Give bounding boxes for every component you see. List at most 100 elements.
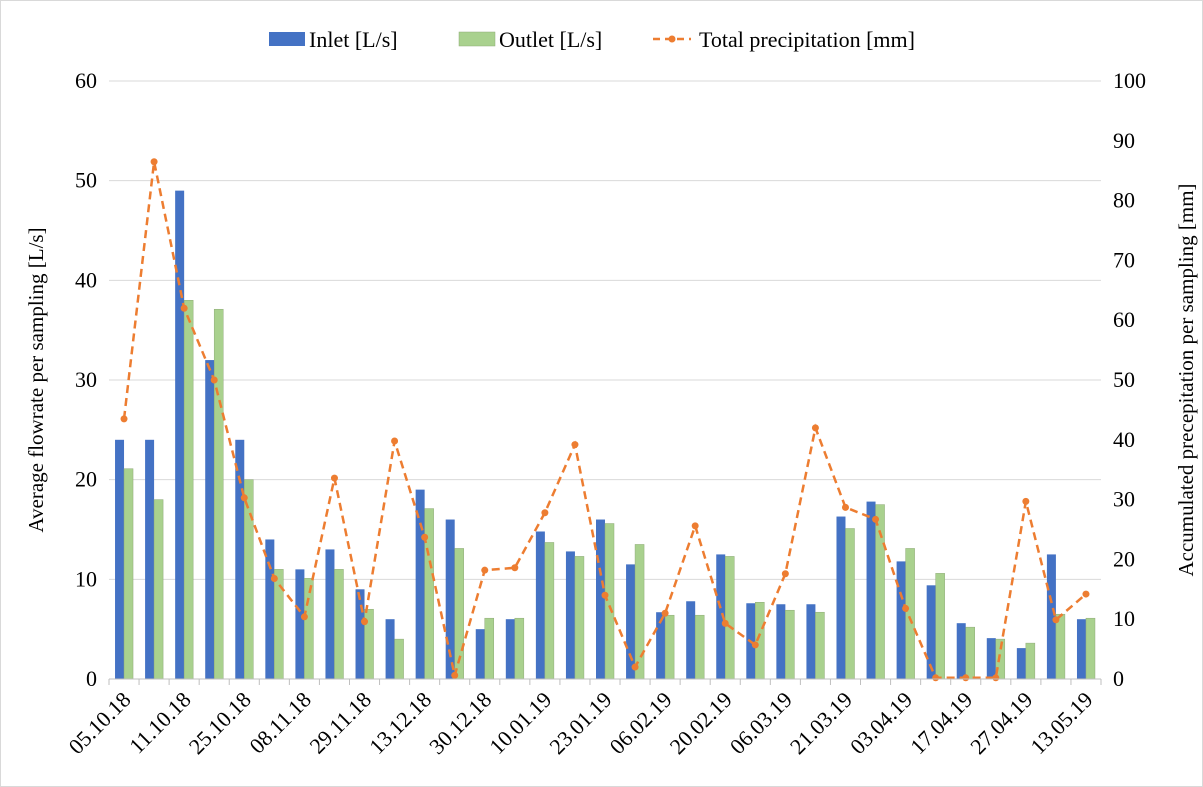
inlet-bar (926, 585, 936, 679)
x-tick-label: 10.01.19 (484, 687, 556, 759)
precipitation-point (721, 619, 729, 627)
legend: Inlet [L/s] Outlet [L/s] Total precipitati… (269, 27, 915, 52)
inlet-bar (686, 601, 696, 679)
outlet-bar (724, 556, 735, 680)
outlet-bar (634, 544, 645, 680)
precipitation-point (330, 474, 338, 482)
precipitation-point (781, 570, 789, 578)
gridlines (109, 80, 1101, 580)
y-left-tick-label: 30 (75, 367, 97, 392)
y-right-tick-label: 30 (1113, 487, 1135, 512)
legend-label-outlet: Outlet [L/s] (499, 27, 602, 52)
y-left-tick-label: 50 (75, 168, 97, 193)
outlet-bar (394, 638, 404, 680)
precipitation-point (691, 522, 699, 530)
x-tick-label: 03.04.19 (845, 687, 917, 759)
x-tick-label: 30.12.18 (424, 687, 496, 759)
outlet-bar (604, 523, 615, 680)
precipitation-point (811, 424, 819, 432)
legend-swatch-inlet (269, 32, 305, 46)
precipitation-point (120, 415, 128, 423)
legend-label-inlet: Inlet [L/s] (309, 27, 398, 52)
inlet-bar (205, 360, 215, 679)
outlet-bar (935, 573, 945, 680)
precipitation-point (631, 663, 639, 671)
outlet-bar (123, 468, 134, 680)
y-right-tick-label: 50 (1113, 367, 1135, 392)
inlet-bar (896, 561, 906, 679)
inlet-bar (535, 531, 545, 679)
y-right-tick-label: 60 (1113, 307, 1135, 332)
precipitation-point (872, 515, 880, 523)
inlet-bar (806, 604, 816, 679)
outlet-bar (845, 528, 855, 680)
outlet-bar (304, 578, 314, 680)
inlet-bar (866, 501, 876, 679)
outlet-bar (574, 556, 585, 680)
precipitation-point (150, 158, 158, 166)
x-tick-label: 23.01.19 (544, 687, 616, 759)
inlet-bar (716, 554, 726, 679)
legend-swatch-outlet (458, 31, 496, 47)
precipitation-point (932, 674, 940, 682)
outlet-bar (965, 626, 975, 680)
y-right-tick-label: 40 (1113, 427, 1135, 452)
inlet-bar (776, 604, 786, 679)
precipitation-point (361, 618, 369, 626)
y-right-tick-label: 80 (1113, 188, 1135, 213)
outlet-bar (213, 308, 224, 680)
inlet-bar (1076, 619, 1086, 679)
inlet-bar (836, 516, 846, 679)
precipitation-point (601, 591, 609, 599)
inlet-bar (656, 612, 666, 679)
outlet-bar (1025, 642, 1036, 680)
inlet-bar (175, 190, 185, 679)
inlet-bar (956, 623, 966, 679)
y-left-tick-label: 10 (75, 566, 97, 591)
outlet-bar (244, 479, 254, 680)
x-tick-label: 08.11.18 (244, 687, 316, 759)
outlet-bar (514, 617, 525, 680)
precipitation-point (1022, 497, 1030, 505)
inlet-bar (295, 569, 305, 679)
inlet-bar (1046, 554, 1056, 679)
precipitation-point (661, 609, 669, 617)
y-left-tick-label: 60 (75, 68, 97, 93)
y-right-tick-label: 20 (1113, 546, 1135, 571)
x-tick-label: 21.03.19 (785, 687, 857, 759)
precipitation-point (180, 304, 188, 312)
y-right-tick-label: 0 (1113, 666, 1124, 691)
outlet-bar (694, 614, 705, 680)
precipitation-point (240, 494, 248, 502)
legend-label-precip: Total precipitation [mm] (699, 27, 915, 52)
x-tick-label: 25.10.18 (184, 687, 256, 759)
x-tick-label: 06.02.19 (605, 687, 677, 759)
inlet-bar (445, 519, 455, 679)
y-right-tick-label: 90 (1113, 128, 1135, 153)
y-right-tick-label: 10 (1113, 606, 1135, 631)
inlet-bar (626, 564, 636, 679)
inlet-bar (325, 549, 335, 679)
precipitation-point (902, 604, 910, 612)
inlet-bar (355, 589, 365, 679)
y-left-tick-label: 20 (75, 467, 97, 492)
outlet-bar (1085, 617, 1096, 680)
precipitation-point (300, 613, 308, 621)
x-tick-label: 05.10.18 (63, 687, 135, 759)
inlet-bar (986, 638, 996, 679)
precipitation-point (1082, 590, 1090, 598)
y-right-tick-label: 70 (1113, 247, 1135, 272)
x-tick-label: 29.11.18 (305, 687, 377, 759)
y-right-axis-title: Accumulated precepitation per sampling [… (1174, 183, 1198, 576)
inlet-bar (145, 439, 155, 679)
x-tick-label: 06.03.19 (725, 687, 797, 759)
outlet-bar (905, 548, 915, 680)
precipitation-line (120, 158, 1090, 682)
precipitation-point (481, 566, 489, 574)
precipitation-point (992, 674, 1000, 682)
x-tick-label: 13.12.18 (364, 687, 436, 759)
outlet-bar (544, 542, 555, 680)
outlet-bar (334, 569, 344, 680)
